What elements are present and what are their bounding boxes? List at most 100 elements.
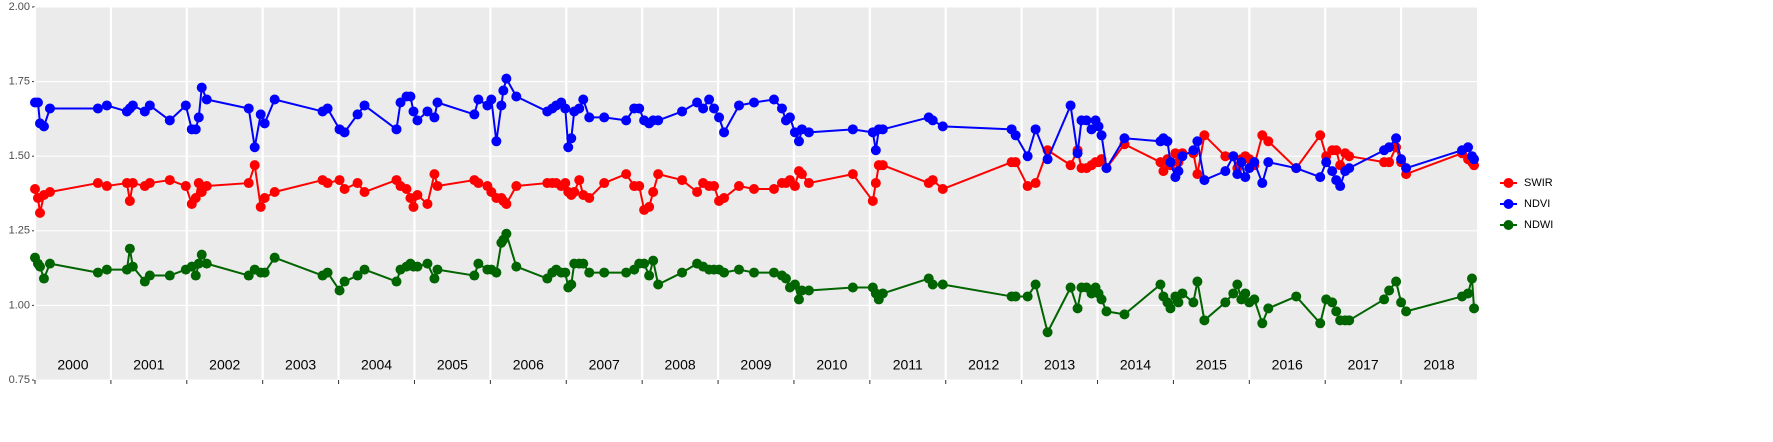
data-point [269, 94, 280, 105]
data-point [780, 273, 791, 284]
data-point [1022, 291, 1033, 302]
data-point [1042, 154, 1053, 165]
legend-key [1503, 178, 1514, 188]
data-point [796, 169, 807, 180]
data-point [127, 178, 138, 189]
data-point [1081, 115, 1092, 126]
data-point [704, 94, 715, 105]
data-point [749, 184, 760, 195]
data-point [1469, 154, 1480, 165]
data-point [144, 100, 155, 111]
data-point [193, 258, 204, 269]
data-point [578, 258, 589, 269]
data-point [1101, 163, 1112, 174]
x-tick-label: 2004 [361, 357, 392, 373]
data-point [127, 261, 138, 272]
data-point [124, 195, 135, 206]
data-point [334, 175, 345, 186]
data-point [201, 258, 212, 269]
data-point [1344, 163, 1355, 174]
data-point [1384, 142, 1395, 153]
data-point [599, 178, 610, 189]
x-tick-label: 2005 [437, 357, 468, 373]
data-point [621, 267, 632, 278]
data-point [733, 100, 744, 111]
data-point [44, 187, 55, 198]
data-point [144, 270, 155, 281]
data-point [927, 115, 938, 126]
data-point [1291, 291, 1302, 302]
data-point [733, 181, 744, 192]
data-point [190, 270, 201, 281]
data-point [1396, 154, 1407, 165]
data-point [1162, 136, 1173, 147]
data-point [511, 181, 522, 192]
data-point [584, 267, 595, 278]
data-point [1199, 175, 1210, 186]
data-point [92, 267, 103, 278]
data-point [339, 184, 350, 195]
data-point [412, 189, 423, 200]
data-point [32, 97, 43, 108]
data-point [1327, 166, 1338, 177]
data-point [429, 112, 440, 123]
data-point [1344, 151, 1355, 162]
data-point [1199, 130, 1210, 141]
data-point [469, 109, 480, 120]
data-point [1344, 315, 1355, 326]
data-point [1158, 166, 1169, 177]
data-point [1401, 163, 1412, 174]
data-point [1401, 306, 1412, 317]
data-point [877, 288, 888, 299]
data-point [803, 178, 814, 189]
data-point [1065, 282, 1076, 293]
data-point [1391, 133, 1402, 144]
data-point [789, 279, 800, 290]
data-point [1466, 273, 1477, 284]
x-tick-label: 2012 [968, 357, 999, 373]
data-point [1188, 297, 1199, 308]
data-point [339, 276, 350, 287]
data-point [1291, 163, 1302, 174]
data-point [1331, 145, 1342, 156]
data-point [1469, 303, 1480, 314]
data-point [412, 261, 423, 272]
data-point [334, 285, 345, 296]
data-point [847, 282, 858, 293]
data-point [38, 273, 49, 284]
x-tick-label: 2006 [513, 357, 544, 373]
data-point [1101, 306, 1112, 317]
y-tick-label: 0.75 [9, 374, 30, 386]
data-point [1022, 181, 1033, 192]
data-point [1396, 297, 1407, 308]
data-point [698, 103, 709, 114]
x-tick-label: 2018 [1423, 357, 1454, 373]
legend-key [1503, 199, 1514, 209]
data-point [803, 127, 814, 138]
data-point [784, 112, 795, 123]
data-point [249, 160, 260, 171]
data-point [101, 264, 112, 275]
data-point [180, 100, 191, 111]
y-tick-label: 1.25 [9, 225, 30, 237]
data-point [501, 73, 512, 84]
data-point [1093, 121, 1104, 132]
data-point [648, 187, 659, 198]
data-point [1030, 279, 1041, 290]
data-point [1315, 172, 1326, 183]
data-point [566, 279, 577, 290]
data-point [101, 100, 112, 111]
data-point [653, 169, 664, 180]
data-point [193, 112, 204, 123]
data-point [1010, 130, 1021, 141]
data-point [574, 175, 585, 186]
data-point [677, 175, 688, 186]
data-point [391, 276, 402, 287]
x-tick-label: 2007 [589, 357, 620, 373]
data-point [621, 115, 632, 126]
data-point [259, 118, 270, 129]
data-point [937, 279, 948, 290]
data-point [1072, 148, 1083, 159]
data-point [92, 178, 103, 189]
y-tick-label: 1.50 [9, 150, 30, 162]
